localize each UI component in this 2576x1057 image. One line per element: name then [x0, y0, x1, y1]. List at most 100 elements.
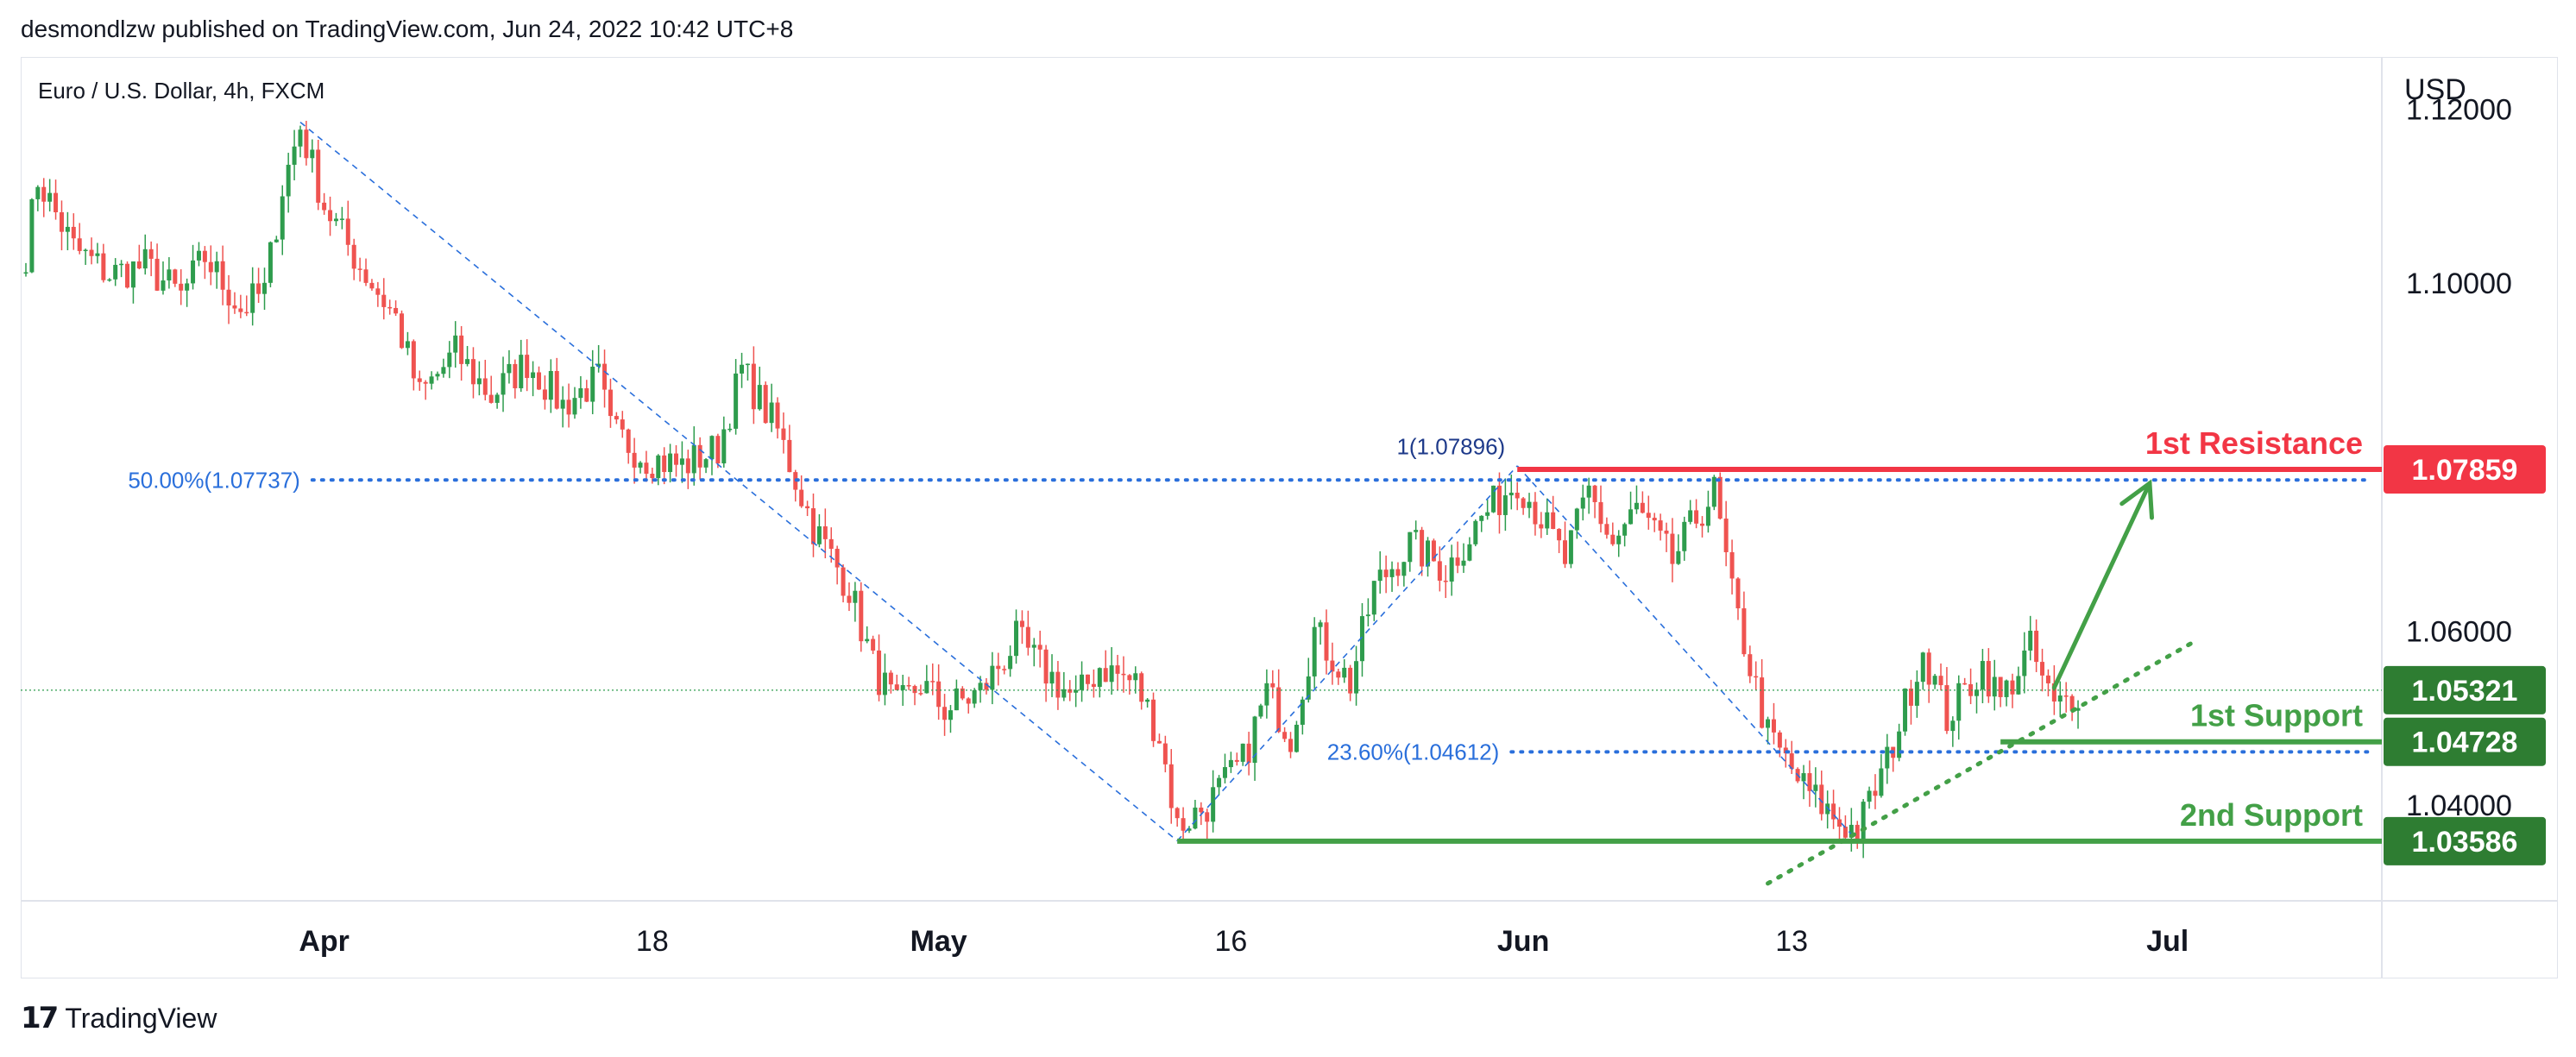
candle-body [1903, 689, 1908, 732]
candle-body [357, 268, 362, 270]
candle-body [816, 525, 822, 544]
symbol-label: Euro / U.S. Dollar, 4h, FXCM [38, 78, 324, 104]
candle-body [274, 239, 279, 242]
projection-arrow-head [2119, 479, 2154, 520]
candle-body [1359, 616, 1364, 662]
candle-body [1527, 501, 1532, 508]
price-label-text: 1.07859 [2412, 454, 2518, 487]
currency-label: USD [2404, 73, 2466, 106]
candle-body [1748, 654, 1753, 676]
candle-body [972, 689, 977, 704]
tradingview-logo[interactable]: 17 TradingView [21, 1001, 217, 1035]
time-tick-label: 18 [636, 925, 669, 958]
candle-body [1008, 656, 1013, 670]
price-axis[interactable]: 1.12000 1.10000 1.06000 1.04000 1.07859 1.053… [2384, 93, 2546, 865]
candle-body [1431, 540, 1436, 562]
candle-body [1097, 668, 1102, 688]
candle-body [83, 249, 88, 252]
candle-body [596, 363, 601, 367]
candle-body [507, 363, 512, 374]
candle-body [310, 149, 315, 159]
candle-body [1426, 540, 1431, 567]
candle-body [906, 685, 911, 687]
candle-body [990, 665, 995, 690]
price-tick-label: 1.04000 [2406, 790, 2512, 822]
candle-body [1700, 523, 1705, 526]
candle-body [584, 387, 589, 402]
candle-body [1849, 824, 1854, 838]
candle-body [220, 261, 225, 290]
candle-body [1533, 501, 1538, 525]
fib-swing-line [1176, 465, 1518, 841]
candle-body [1789, 753, 1794, 770]
candle-body [822, 525, 828, 539]
candle-body [1491, 485, 1496, 513]
candle-body [787, 439, 792, 473]
candle-body [679, 458, 684, 465]
candle-body [1091, 683, 1096, 688]
candle-body [1813, 784, 1818, 791]
candle-body [1061, 689, 1067, 698]
candle-body [1025, 626, 1030, 648]
candle-body [1568, 530, 1573, 564]
candle-body [2010, 680, 2015, 695]
candle-body [1103, 668, 1108, 683]
candle-body [280, 196, 285, 240]
candle-body [2034, 630, 2039, 663]
candle-body [1420, 530, 1425, 567]
candle-body [1168, 764, 1174, 808]
time-tick-label: 16 [1214, 925, 1247, 958]
time-axis[interactable]: Apr 18 May 16 Jun 13 Jul [299, 925, 2189, 958]
candle-body [1622, 524, 1628, 536]
candle-body [1300, 699, 1305, 725]
candle-body [1306, 676, 1311, 700]
candle-body [1729, 551, 1735, 579]
candle-body [1842, 827, 1848, 838]
candle-body [1807, 773, 1812, 791]
tradingview-logo-icon: 17 [21, 1001, 59, 1035]
candle-body [1610, 534, 1616, 544]
candle-body [894, 684, 899, 690]
candle-body [1646, 513, 1651, 519]
candle-body [727, 428, 733, 431]
candle-body [47, 192, 53, 202]
candle-body [417, 378, 422, 382]
candle-body [1658, 520, 1663, 531]
candle-body [1205, 812, 1210, 822]
candle-body [262, 282, 268, 294]
candle-body [23, 272, 28, 274]
candle-body [1246, 743, 1251, 764]
candle-body [1819, 784, 1824, 815]
candle-body [1330, 660, 1335, 672]
candle-body [769, 402, 774, 424]
candle-body [835, 549, 840, 568]
candle-body [1187, 828, 1192, 831]
candle-body [548, 370, 553, 400]
price-tick-label: 1.10000 [2406, 267, 2512, 300]
candle-body [226, 289, 231, 305]
candle-body [1211, 787, 1216, 822]
candle-body [626, 429, 631, 453]
candle-body [2040, 662, 2045, 676]
candle-body [1682, 521, 1687, 551]
candle-body [119, 263, 124, 266]
candle-body [1855, 824, 1860, 842]
candle-body [673, 453, 678, 465]
candle-body [1920, 652, 1925, 683]
candle-body [888, 672, 893, 685]
candle-body [1479, 515, 1484, 521]
candle-body [1664, 530, 1669, 534]
candle-body [1956, 683, 1962, 721]
candle-body [1228, 759, 1233, 768]
candle-body [304, 129, 309, 159]
candle-body [1897, 731, 1902, 758]
candle-body [179, 283, 184, 291]
candle-body [1717, 476, 1723, 519]
candle-body [1992, 676, 1997, 697]
candle-body [89, 249, 94, 256]
candle-body [853, 590, 858, 603]
candle-body [1258, 705, 1263, 717]
candle-body [465, 359, 470, 364]
candle-body [882, 672, 887, 695]
